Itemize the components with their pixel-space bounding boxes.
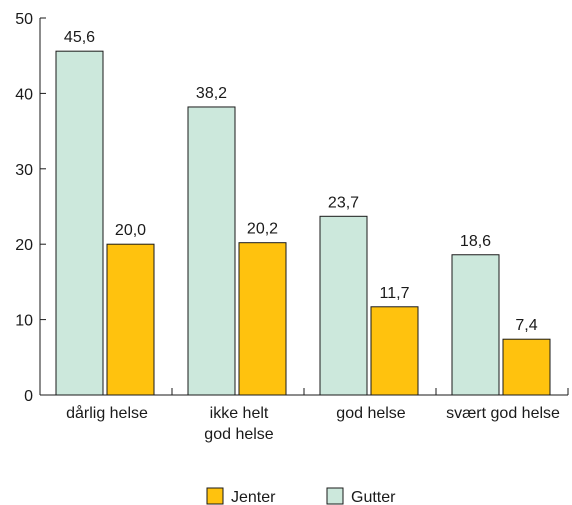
bar-gutter <box>319 215 368 396</box>
bar-gutter <box>55 50 104 396</box>
y-tick-label: 50 <box>15 11 33 28</box>
data-label: 7,4 <box>515 317 537 334</box>
legend-item-jenter: Jenter <box>206 487 276 505</box>
bar-jenter <box>106 243 155 396</box>
category-label: ikke helt god helse <box>204 405 273 443</box>
data-label: 23,7 <box>328 194 359 211</box>
category-label-line: svært god helse <box>446 405 560 422</box>
category-label-line: ikke helt <box>210 405 269 422</box>
legend-label: Gutter <box>351 489 396 505</box>
data-label: 18,6 <box>460 233 491 250</box>
category-label: god helse <box>336 405 405 422</box>
y-tick-label: 40 <box>15 86 33 103</box>
bar-jenter <box>238 242 287 396</box>
bars <box>55 50 551 396</box>
y-tick-label: 10 <box>15 313 33 330</box>
legend-swatch <box>326 487 344 505</box>
legend: Jenter Gutter <box>206 487 396 505</box>
category-label: svært god helse <box>446 405 560 422</box>
y-tick-label: 30 <box>15 162 33 179</box>
category-label: dårlig helse <box>66 404 148 422</box>
legend-swatch <box>206 487 224 505</box>
category-label-line: dårlig helse <box>66 404 148 422</box>
data-label: 38,2 <box>196 85 227 102</box>
bar-jenter <box>502 338 551 396</box>
data-labels: 45,6 20,0 38,2 20,2 23,7 11,7 18,6 7,4 <box>64 29 538 334</box>
y-tick-label: 0 <box>24 388 33 405</box>
category-label-line: god helse <box>336 405 405 422</box>
bar-gutter <box>187 106 236 396</box>
legend-label: Jenter <box>231 489 276 505</box>
y-tick-label: 20 <box>15 237 33 254</box>
x-axis: dårlig helse ikke helt god helse god helse s… <box>40 388 569 443</box>
bar-jenter <box>370 306 419 396</box>
data-label: 20,0 <box>115 222 146 239</box>
bar-gutter <box>451 254 500 396</box>
data-label: 20,2 <box>247 221 278 238</box>
data-label: 45,6 <box>64 29 95 46</box>
legend-item-gutter: Gutter <box>326 487 396 505</box>
category-label-line: god helse <box>204 426 273 443</box>
y-axis: 0 10 20 30 40 50 <box>15 11 46 405</box>
data-label: 11,7 <box>380 285 410 302</box>
